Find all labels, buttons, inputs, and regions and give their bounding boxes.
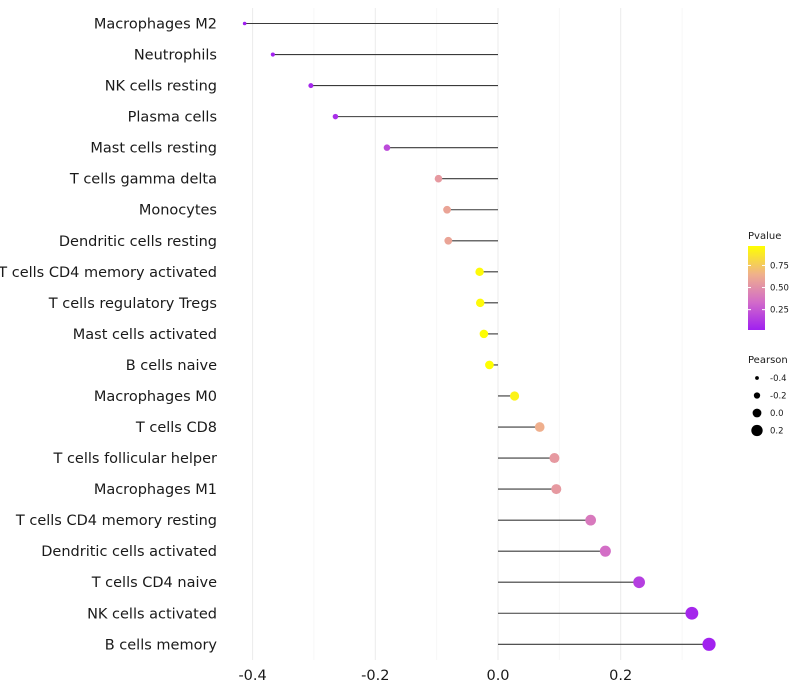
lollipop-point [308,83,314,89]
gridlines [252,8,683,660]
pvalue-legend-title: Pvalue [748,231,781,242]
category-label: T cells regulatory Tregs [48,296,217,312]
category-labels: Macrophages M2 Neutrophils NK cells restin… [0,17,217,654]
category-label: Monocytes [139,203,217,219]
category-label: T cells CD4 memory activated [0,265,217,281]
category-label: Macrophages M0 [94,389,217,405]
lollipop-point [270,52,275,57]
lollipop-point [549,453,560,464]
pvalue-legend-label: 0.50 [770,284,789,294]
x-tick-label: 0.0 [486,668,509,684]
pvalue-legend: Pvalue 0.75 0.50 0.25 [748,231,789,330]
lollipop-point [633,576,645,589]
pvalue-legend-label: 0.75 [770,261,789,271]
category-label: Neutrophils [134,48,217,64]
category-label: Dendritic cells activated [41,544,217,560]
lollipop-point [383,144,391,151]
lollipop-point [485,360,494,370]
lollipop-point [242,21,247,26]
category-label: Plasma cells [128,110,217,126]
lollipop-point [685,606,699,620]
category-label: Mast cells resting [90,141,217,157]
lollipop-point [475,267,484,277]
category-label: Macrophages M1 [94,482,217,498]
pvalue-colorbar [748,246,765,330]
x-tick-label: -0.2 [361,668,389,684]
lollipop-point [551,484,562,495]
lollipop-point [479,329,489,339]
lollipop-point [443,205,451,214]
pearson-legend-label: -0.4 [770,374,787,384]
category-label: B cells memory [105,637,218,653]
x-axis-ticks: -0.4 -0.2 0.0 0.2 [238,668,632,684]
pearson-legend-label: 0.0 [770,409,784,419]
pearson-legend-key [753,392,761,399]
lollipop-point [534,422,545,432]
category-label: T cells CD4 naive [91,575,217,591]
category-label: NK cells resting [105,79,217,95]
lollipop-point [434,174,443,183]
category-label: T cells gamma delta [69,172,217,188]
category-label: T cells follicular helper [52,451,217,467]
pearson-legend-key [751,424,763,437]
pearson-legend-title: Pearson [748,355,788,366]
lollipop-point [702,637,716,651]
category-label: T cells CD8 [135,420,217,436]
lollipop-point [509,391,520,401]
pearson-legend-key [752,408,762,418]
pearson-legend-key [755,376,759,380]
x-tick-label: 0.2 [609,668,632,684]
pvalue-legend-label: 0.25 [770,306,789,316]
lollipop-point [332,113,339,120]
category-label: Mast cells activated [73,327,217,343]
lollipop-point [475,298,485,308]
pearson-legend: Pearson -0.4 -0.2 0.0 0.2 [748,355,788,437]
pearson-legend-label: -0.2 [770,392,787,402]
data-marks [242,21,716,651]
lollipop-point [444,236,453,245]
lollipop-point [585,514,597,526]
category-label: Dendritic cells resting [59,234,217,250]
category-label: B cells naive [126,358,217,374]
lollipop-point [599,545,611,557]
x-tick-label: -0.4 [238,668,266,684]
category-label: Macrophages M2 [94,17,217,33]
pearson-legend-label: 0.2 [770,427,784,437]
category-label: NK cells activated [87,606,217,622]
category-label: T cells CD4 memory resting [15,513,217,529]
